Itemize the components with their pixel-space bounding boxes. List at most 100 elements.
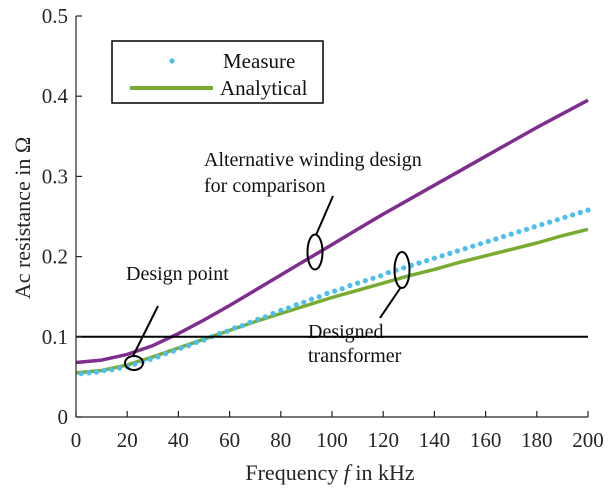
measure-point <box>347 282 353 289</box>
legend-label-analytical: Analytical <box>220 76 308 100</box>
measure-point <box>285 305 292 311</box>
legend-box <box>111 40 324 104</box>
measure-point <box>109 367 115 373</box>
measure-point <box>385 270 391 276</box>
measure-point <box>101 367 107 374</box>
measure-point <box>516 229 522 235</box>
measure-point <box>477 241 484 247</box>
measure-point <box>201 337 207 343</box>
measure-point <box>308 296 315 302</box>
measure-point <box>378 273 384 279</box>
measure-point <box>332 288 338 294</box>
measure-point <box>531 224 537 230</box>
measure-point <box>178 345 184 351</box>
measure-point <box>493 236 499 242</box>
x-axis-title-suffix: in kHz <box>350 460 415 485</box>
measure-point <box>401 265 407 271</box>
measure-point <box>255 316 261 322</box>
x-tick-label: 20 <box>117 428 138 452</box>
measure-point <box>132 361 138 367</box>
measure-point <box>454 248 460 254</box>
measure-point <box>547 219 553 225</box>
annotations: Alternative winding design for comparison… <box>124 149 422 371</box>
annotation-alternative-line-2: for comparison <box>204 175 326 197</box>
legend-label-measure: Measure <box>223 49 295 73</box>
x-axis-title: Frequency f in kHz <box>245 460 414 485</box>
measure-point <box>439 253 445 259</box>
y-tick-label: 0.4 <box>42 84 69 108</box>
x-tick-label: 100 <box>316 428 348 452</box>
measure-point <box>577 209 583 216</box>
measure-point <box>524 226 530 232</box>
annotation-alternative-line-1: Alternative winding design <box>204 149 422 171</box>
measure-point <box>324 290 330 297</box>
x-tick-label: 60 <box>219 428 240 452</box>
x-tick-label: 80 <box>270 428 291 452</box>
measure-point <box>301 299 307 305</box>
measure-point <box>170 348 176 354</box>
measure-point <box>554 217 560 223</box>
measure-point <box>362 278 368 284</box>
measure-point <box>247 319 253 325</box>
measure-point <box>278 307 284 313</box>
measure-point <box>78 371 84 377</box>
x-tick-label: 120 <box>367 428 399 452</box>
measure-point <box>562 214 568 220</box>
measure-point <box>116 365 123 371</box>
y-axis-title: Ac resistance in Ω <box>10 137 35 299</box>
x-tick-label: 200 <box>572 428 604 452</box>
measure-point <box>186 343 192 349</box>
measure-point <box>239 323 245 329</box>
x-tick-label: 40 <box>168 428 189 452</box>
annotation-text-design-point: Design point <box>126 263 229 285</box>
annotation-leader-design-point <box>132 305 159 357</box>
measure-point <box>316 294 322 300</box>
measure-point <box>485 238 491 244</box>
x-axis-title-prefix: Frequency <box>245 460 343 485</box>
measure-point <box>447 250 453 256</box>
measure-point <box>431 255 437 261</box>
annotation-ellipse-designed <box>393 251 411 289</box>
measure-point <box>462 246 468 252</box>
legend: Measure Analytical <box>111 40 324 104</box>
measure-point <box>93 369 100 375</box>
annotation-designed-line-1: Designed <box>308 321 384 343</box>
measure-point <box>193 339 199 345</box>
measure-point <box>355 280 361 286</box>
measure-point <box>339 286 345 292</box>
measure-point <box>163 351 169 357</box>
x-tick-label: 180 <box>521 428 553 452</box>
y-tick-label: 0.1 <box>42 325 68 349</box>
measure-point <box>216 331 222 337</box>
legend-marker-measure <box>169 58 175 64</box>
annotation-designed-line-2: transformer <box>308 345 402 367</box>
annotation-text-alternative: Alternative winding design for comparison <box>204 149 422 197</box>
y-ticks: 0 0.1 0.2 0.3 0.4 0.5 <box>42 4 82 429</box>
measure-point <box>232 325 238 331</box>
measure-point <box>585 207 591 213</box>
measure-point <box>500 233 507 240</box>
annotation-ellipse-alternative <box>306 233 324 271</box>
measure-point <box>224 328 230 334</box>
x-ticks: 0 20 40 60 80 100 120 140 160 180 200 <box>71 411 604 452</box>
measure-point <box>508 231 514 237</box>
series-line-analytical <box>75 227 589 375</box>
measure-point <box>86 370 92 376</box>
measure-point <box>570 212 576 218</box>
measure-point <box>155 354 161 360</box>
y-tick-label: 0 <box>58 405 69 429</box>
measure-point <box>293 302 299 308</box>
x-tick-label: 140 <box>419 428 451 452</box>
x-axis-title-variable: f <box>344 460 353 485</box>
annotation-leader-alternative <box>315 195 334 236</box>
series-line-alternative-design <box>75 98 589 365</box>
measure-point <box>147 356 153 362</box>
y-tick-label: 0.3 <box>42 164 68 188</box>
measure-point <box>370 275 376 281</box>
measure-point <box>270 310 276 317</box>
measure-point <box>416 260 422 266</box>
x-tick-label: 160 <box>470 428 502 452</box>
y-tick-label: 0.2 <box>42 245 68 269</box>
measure-point <box>539 221 545 228</box>
